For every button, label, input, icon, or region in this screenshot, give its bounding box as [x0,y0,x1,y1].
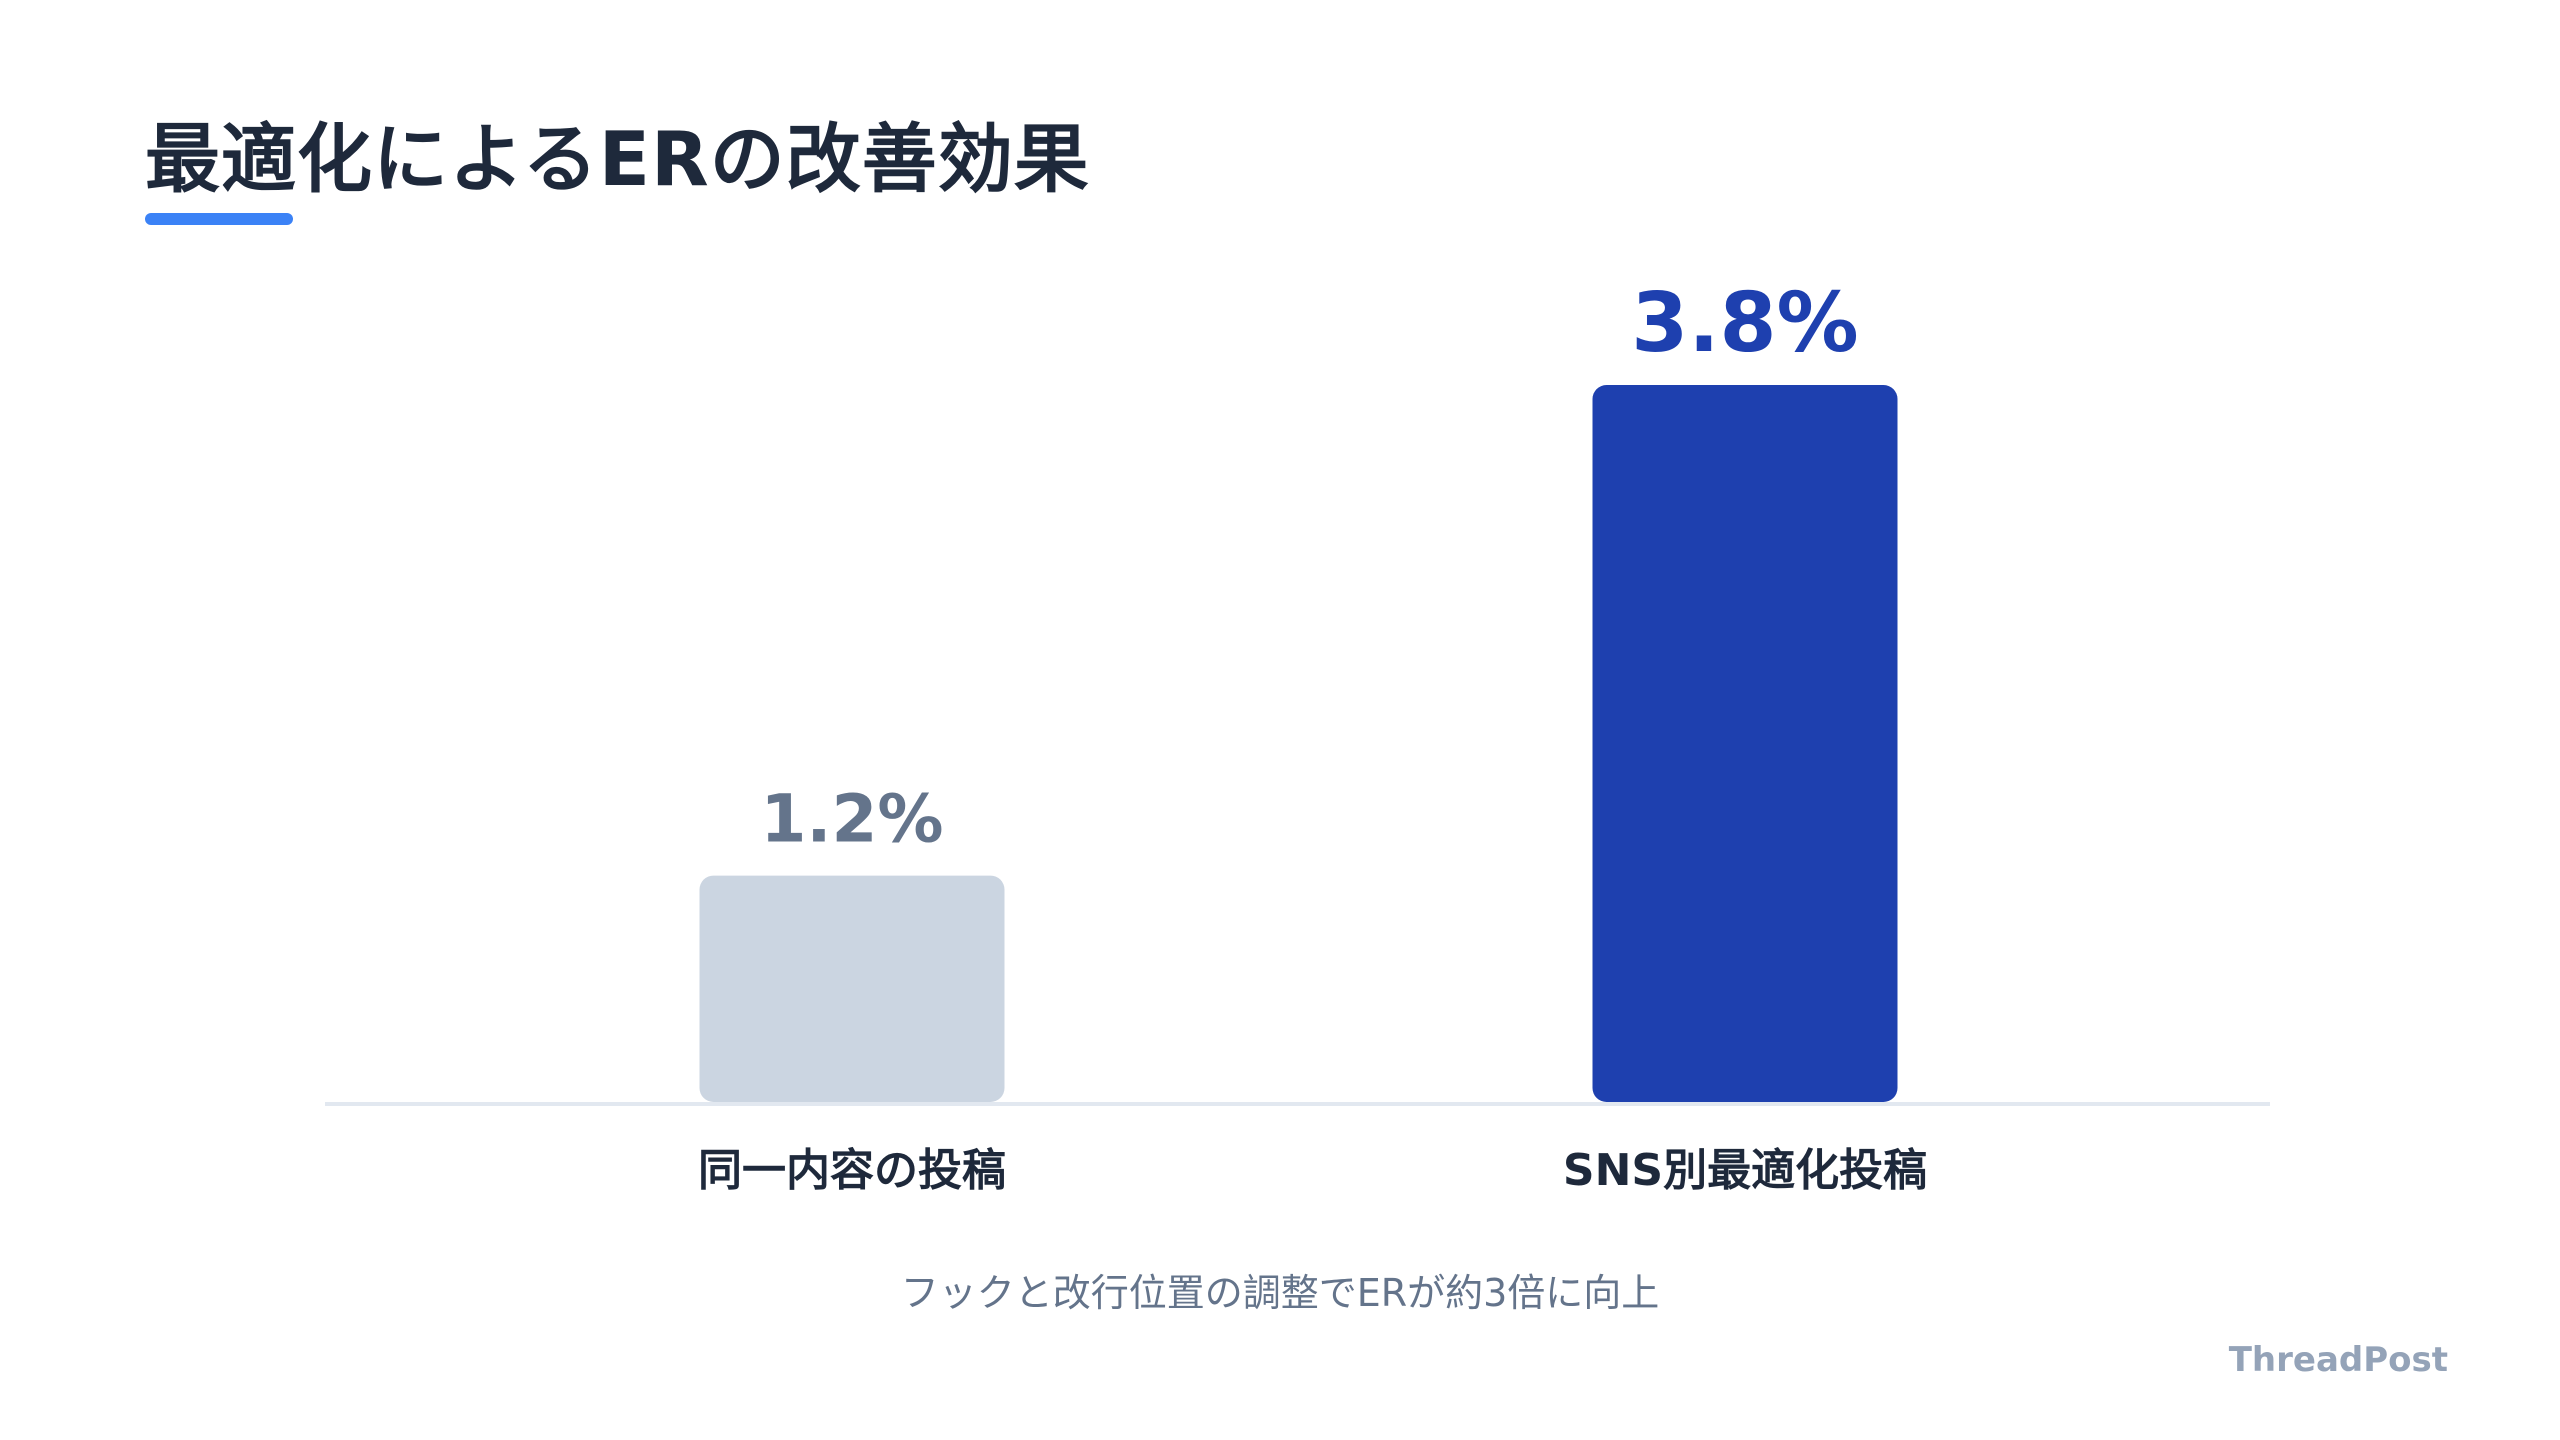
title-underline [145,213,293,225]
category-label-1: 同一内容の投稿 [698,1145,1006,1196]
bar-1 [699,875,1005,1102]
bar-2 [1592,385,1898,1102]
brand-logo-text: ThreadPost [2228,1340,2448,1380]
page-title: 最適化によるERの改善効果 [145,115,1090,203]
value-label-2: 3.8% [1631,276,1858,371]
category-label-2: SNS別最適化投稿 [1563,1145,1927,1196]
bars-layer: 1.2% 同一内容の投稿 3.8% SNS別最適化投稿 [698,276,1927,1196]
value-label-1: 1.2% [760,781,943,858]
chart-caption: フックと改行位置の調整でERが約3倍に向上 [900,1271,1660,1315]
